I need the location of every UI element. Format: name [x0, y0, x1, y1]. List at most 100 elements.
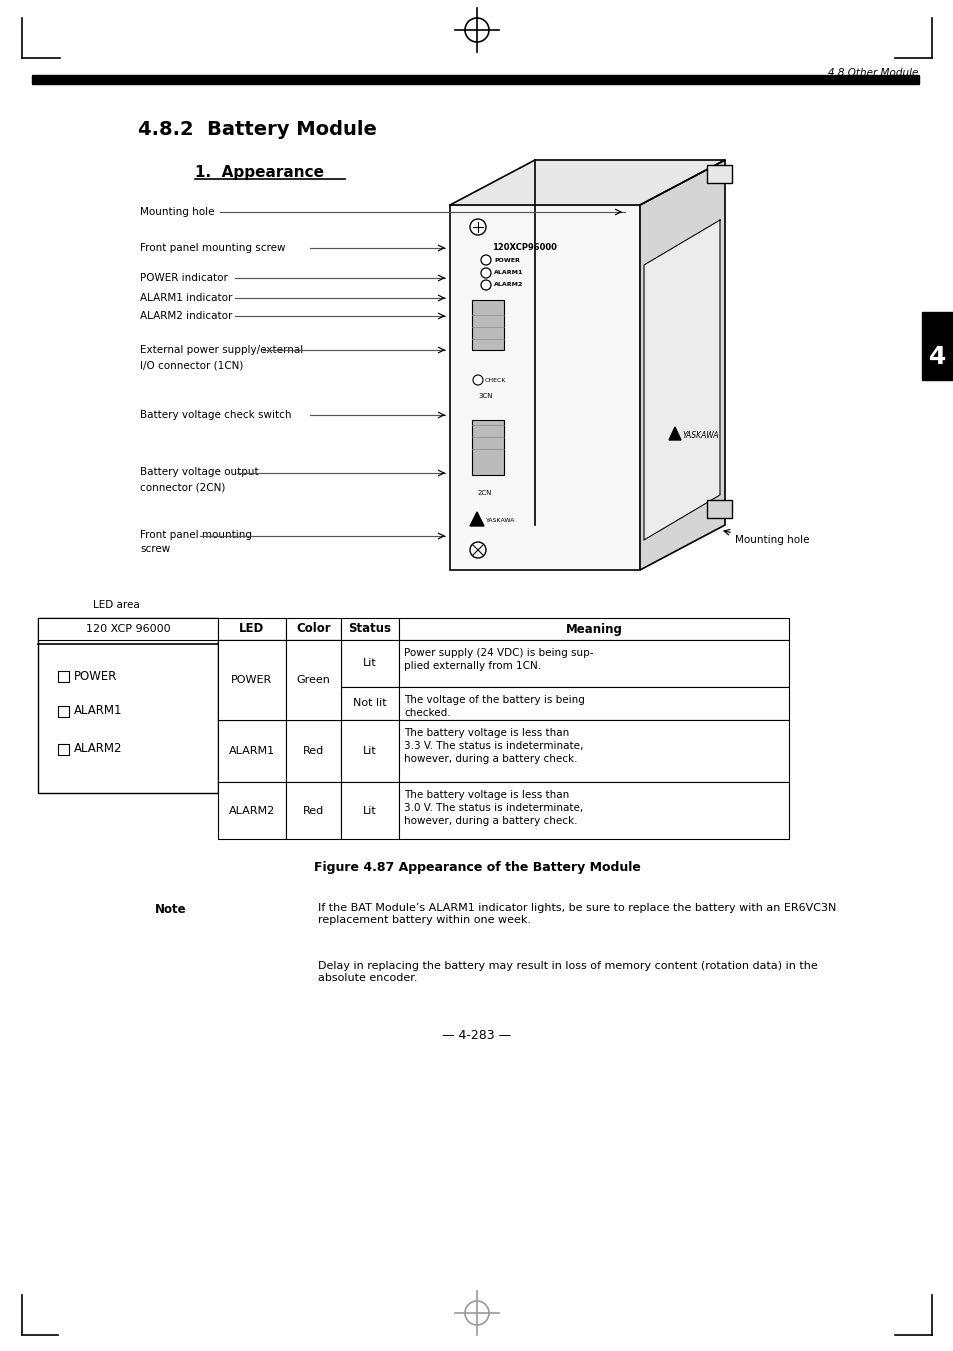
Bar [58, 744, 69, 755]
Text: 2CN: 2CN [477, 490, 492, 496]
Bar [218, 640, 286, 688]
Text: LED: LED [239, 623, 264, 635]
Bar [398, 782, 788, 839]
Bar [286, 720, 340, 782]
Text: 1.  Appearance: 1. Appearance [194, 165, 324, 180]
Text: LED area: LED area [92, 600, 139, 611]
Text: Power supply (24 VDC) is being sup-: Power supply (24 VDC) is being sup- [403, 648, 593, 658]
Text: 1CN: 1CN [477, 300, 492, 305]
Text: ALARM2: ALARM2 [229, 805, 274, 816]
Text: CHECK: CHECK [484, 377, 506, 382]
Bar [340, 720, 398, 782]
Text: POWER: POWER [494, 258, 519, 262]
Text: Meaning: Meaning [565, 623, 621, 635]
Circle shape [480, 280, 491, 290]
Text: Mounting hole: Mounting hole [140, 207, 214, 218]
Text: YASKAWA: YASKAWA [485, 517, 515, 523]
Bar [706, 165, 731, 182]
Polygon shape [450, 159, 724, 205]
Text: ALARM2: ALARM2 [74, 743, 122, 755]
Text: 120 XCP 96000: 120 XCP 96000 [86, 624, 171, 634]
Text: If the BAT Module’s ALARM1 indicator lights, be sure to replace the battery with: If the BAT Module’s ALARM1 indicator lig… [317, 902, 836, 924]
Text: however, during a battery check.: however, during a battery check. [403, 816, 577, 825]
Text: Front panel mounting: Front panel mounting [140, 530, 252, 540]
Bar [286, 688, 340, 720]
Text: POWER: POWER [74, 670, 117, 682]
Text: Delay in replacing the battery may result in loss of memory content (rotation da: Delay in replacing the battery may resul… [317, 961, 817, 982]
Text: The voltage of the battery is being: The voltage of the battery is being [403, 694, 584, 705]
Bar [340, 782, 398, 839]
Bar [340, 640, 398, 688]
Bar [398, 720, 788, 782]
Text: checked.: checked. [403, 708, 450, 717]
Polygon shape [470, 512, 483, 526]
Text: Note: Note [154, 902, 187, 916]
Bar [38, 617, 218, 640]
Bar [218, 688, 286, 720]
Bar [450, 205, 639, 570]
Text: 4: 4 [928, 345, 945, 369]
Polygon shape [643, 220, 720, 540]
Text: Battery voltage output: Battery voltage output [140, 467, 258, 477]
Bar [398, 640, 788, 688]
Bar [340, 688, 398, 720]
Bar [286, 782, 340, 839]
Text: Battery voltage check switch: Battery voltage check switch [140, 409, 292, 420]
Text: Lit: Lit [363, 658, 376, 669]
Text: Not lit: Not lit [353, 698, 386, 708]
Text: Green: Green [296, 658, 330, 669]
Text: Front panel mounting screw: Front panel mounting screw [140, 243, 285, 253]
Text: 4.8.2  Battery Module: 4.8.2 Battery Module [138, 120, 376, 139]
Bar [218, 720, 286, 782]
Bar [286, 640, 340, 720]
Text: ALARM2 indicator: ALARM2 indicator [140, 311, 233, 322]
Polygon shape [668, 427, 680, 440]
Circle shape [470, 542, 485, 558]
Text: however, during a battery check.: however, during a battery check. [403, 754, 577, 765]
Text: POWER: POWER [232, 676, 273, 685]
Bar [706, 500, 731, 517]
Text: Figure 4.87 Appearance of the Battery Module: Figure 4.87 Appearance of the Battery Mo… [314, 861, 639, 874]
Text: YASKAWA: YASKAWA [682, 431, 719, 439]
Text: 3.0 V. The status is indeterminate,: 3.0 V. The status is indeterminate, [403, 802, 582, 813]
Polygon shape [639, 159, 724, 570]
Text: Lit: Lit [363, 746, 376, 757]
Text: Status: Status [348, 623, 391, 635]
Text: Red: Red [302, 746, 324, 757]
Text: plied externally from 1CN.: plied externally from 1CN. [403, 661, 540, 671]
Bar [921, 312, 953, 380]
Bar [218, 617, 286, 640]
Text: Red: Red [302, 805, 324, 816]
Bar [32, 76, 918, 84]
Text: ALARM2: ALARM2 [494, 282, 523, 288]
Text: ALARM1: ALARM1 [74, 704, 122, 717]
Bar [286, 640, 340, 688]
Text: POWER: POWER [232, 658, 273, 669]
Text: External power supply/external: External power supply/external [140, 345, 303, 355]
Bar [218, 782, 286, 839]
Text: Mounting hole: Mounting hole [734, 535, 809, 544]
Text: The battery voltage is less than: The battery voltage is less than [403, 790, 569, 800]
Bar [58, 671, 69, 682]
Text: ALARM1: ALARM1 [229, 746, 274, 757]
Text: screw: screw [140, 544, 170, 554]
Bar [398, 617, 788, 640]
Text: POWER indicator: POWER indicator [140, 273, 228, 282]
Bar [398, 688, 788, 720]
Bar [218, 640, 286, 720]
Text: ALARM1: ALARM1 [494, 270, 523, 276]
Text: The battery voltage is less than: The battery voltage is less than [403, 728, 569, 738]
Text: Color: Color [295, 623, 331, 635]
Circle shape [480, 255, 491, 265]
Bar [286, 617, 340, 640]
Bar [472, 300, 503, 350]
Text: 4.8 Other Module: 4.8 Other Module [827, 68, 917, 78]
Circle shape [473, 376, 482, 385]
Text: Green: Green [296, 676, 330, 685]
Circle shape [480, 267, 491, 278]
Circle shape [470, 219, 485, 235]
Text: — 4-283 —: — 4-283 — [442, 1029, 511, 1042]
Text: 120XCP96000: 120XCP96000 [492, 243, 557, 253]
Text: connector (2CN): connector (2CN) [140, 482, 225, 492]
Text: Lit: Lit [363, 805, 376, 816]
